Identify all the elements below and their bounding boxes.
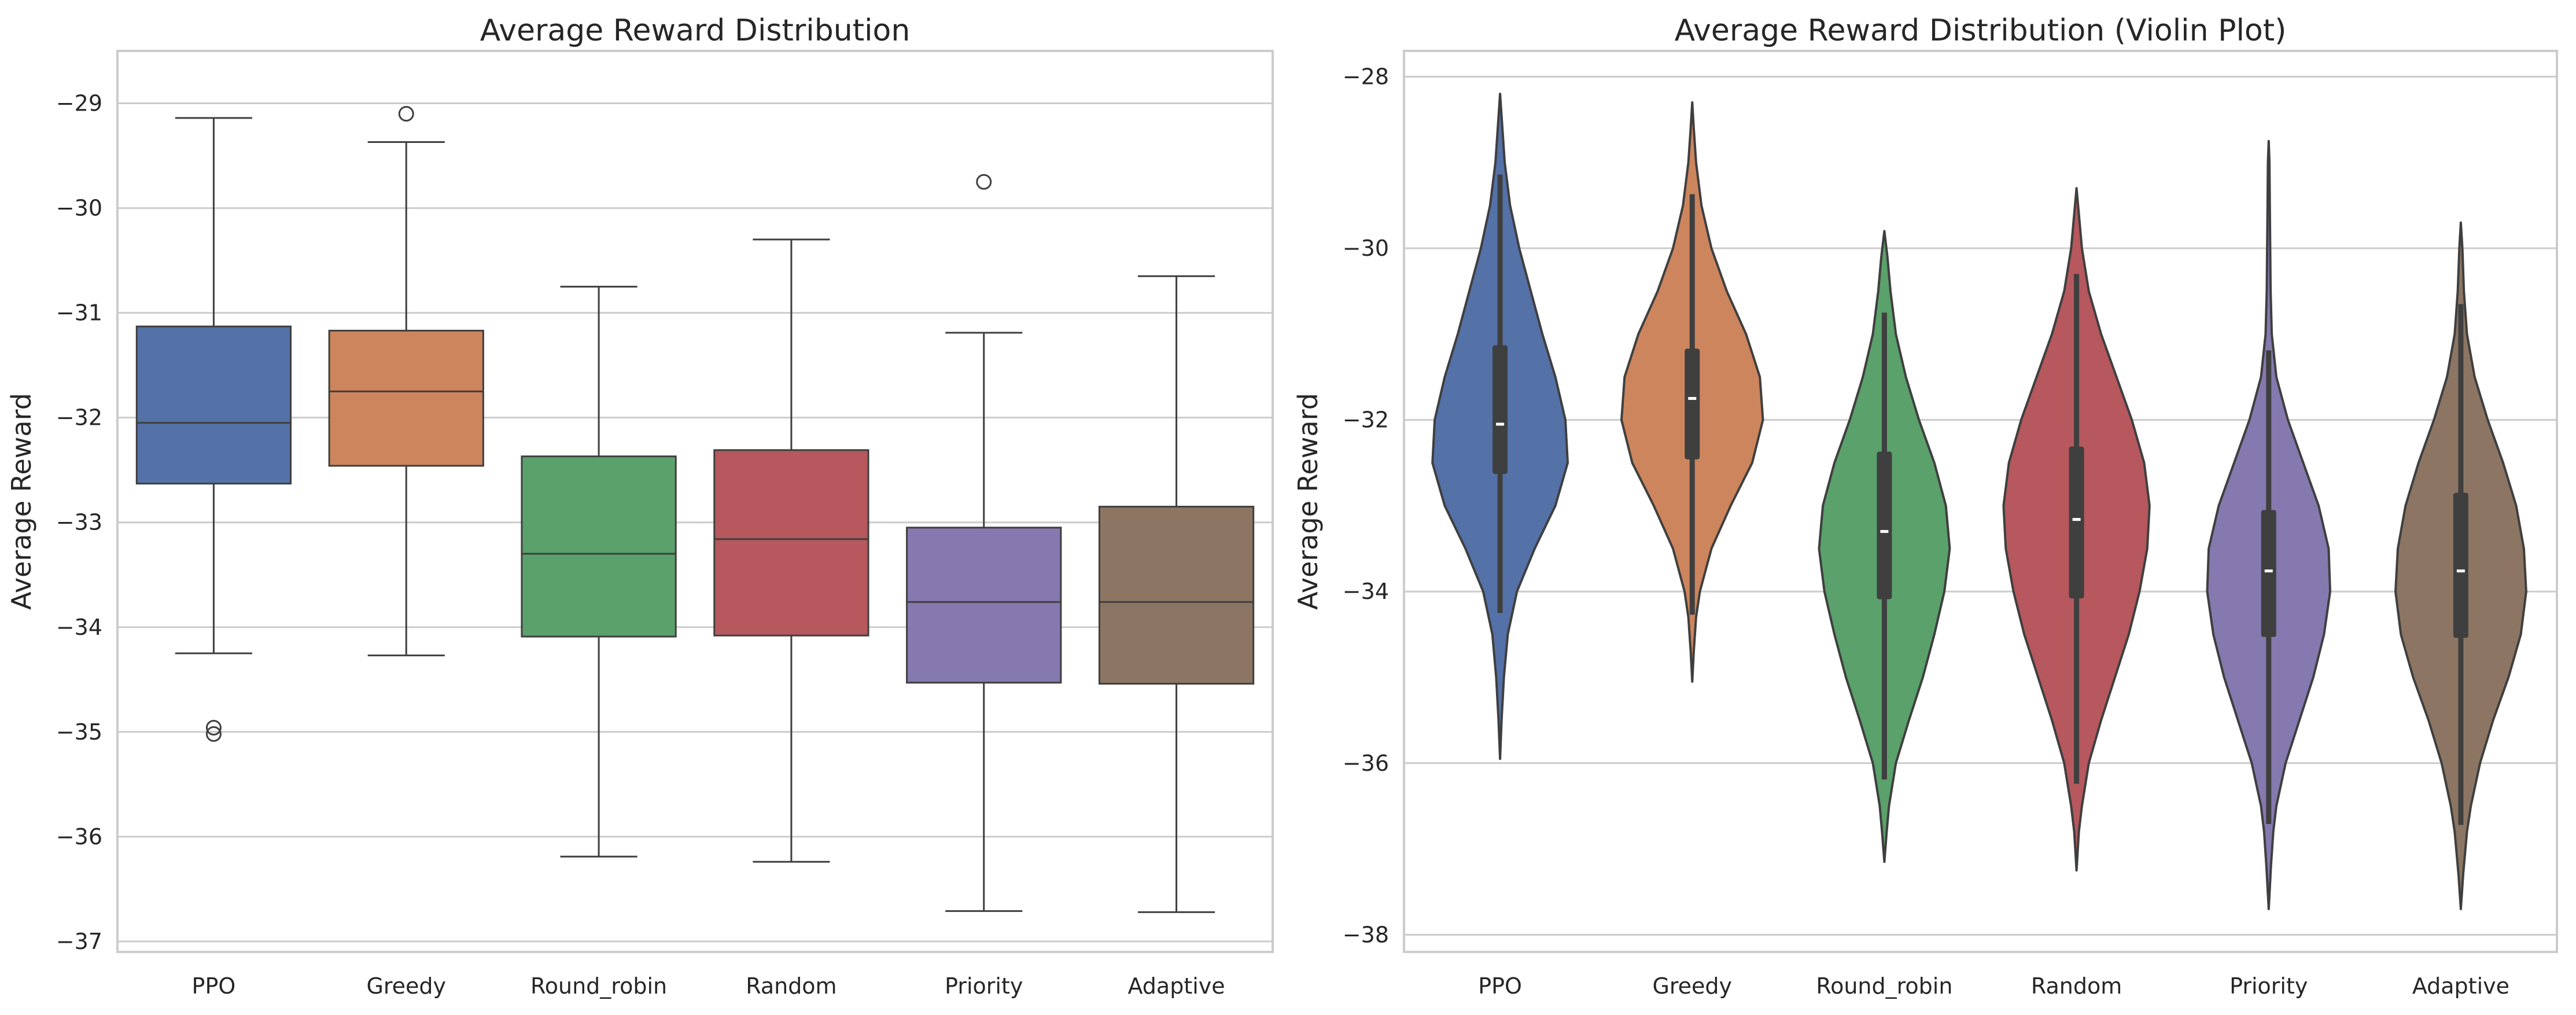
x-tick-label: Adaptive [2412,973,2509,999]
outlier-point [205,726,222,742]
outlier-point [398,106,414,122]
y-tick-label: −36 [56,824,102,849]
x-tick-label: Priority [2229,973,2308,999]
y-tick-label: −37 [56,929,102,954]
y-tick-label: −32 [1343,407,1389,433]
y-tick-label: −34 [56,615,102,640]
chart-title: Average Reward Distribution [480,13,911,48]
box [906,527,1062,684]
y-tick-label: −28 [1343,64,1389,89]
y-tick-label: −30 [56,196,102,221]
violin-iqr-box [2453,492,2468,638]
x-tick-label: Priority [945,973,1023,999]
y-axis-label: Average Reward [6,393,37,610]
box [521,455,677,638]
violin-iqr-box [2261,510,2276,637]
x-tick-label: Greedy [366,973,446,999]
box-plot-panel: −29 −30 −31 −32 −33 −34 −35 −36 −37 PPO Greedy Roun… [6,13,1274,999]
y-tick-label: −36 [1343,751,1389,776]
y-tick-label: −33 [56,510,102,535]
violin-iqr-box [1685,348,1700,459]
box [713,449,869,637]
x-tick-label: Greedy [1652,973,1732,999]
chart-title: Average Reward Distribution (Violin Plot… [1675,13,2287,48]
x-tick-label: PPO [192,973,236,999]
violin-plot-panel: −28 −30 −32 −34 −36 −38 PPO Greedy Round_robin Ra… [1292,13,2558,999]
y-tick-label: −29 [56,91,102,116]
y-tick-label: −35 [56,719,102,745]
box [135,325,292,485]
y-tick-label: −34 [1343,579,1389,604]
violin-iqr-box [1877,451,1892,600]
x-tick-label: Random [2031,973,2122,999]
x-tick-label: Adaptive [1127,973,1225,999]
outlier-point [205,720,222,736]
x-tick-label: Round_robin [1816,973,1952,999]
plot-frame [1403,50,2558,953]
y-axis-label: Average Reward [1292,393,1324,610]
y-tick-label: −38 [1343,922,1389,947]
box [1098,506,1255,685]
plot-frame [116,50,1274,953]
y-tick-label: −30 [1343,236,1389,261]
outlier-point [976,174,992,190]
x-tick-label: Random [746,973,836,999]
violin-iqr-box [1492,345,1508,475]
x-tick-label: Round_robin [530,973,667,999]
y-tick-label: −31 [56,300,102,326]
violin-iqr-box [2069,446,2084,599]
box [328,329,484,467]
y-tick-label: −32 [56,405,102,431]
x-tick-label: PPO [1478,973,1522,999]
